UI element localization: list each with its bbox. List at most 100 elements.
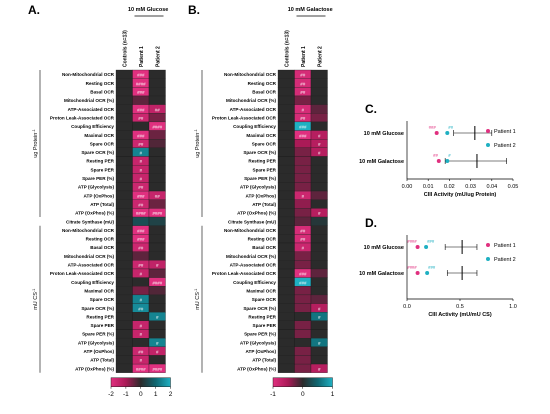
- heatmap-cell: [115, 268, 133, 278]
- heatmap-cell: [132, 216, 150, 226]
- legend-label: Patient 2: [494, 257, 516, 263]
- heatmap-cell: [148, 113, 166, 123]
- significance-label: ####: [152, 211, 162, 216]
- significance-label: #: [156, 263, 159, 268]
- column-header: Controls (n=13): [122, 30, 128, 67]
- scale-tick-label: -1: [270, 391, 276, 398]
- significance-label: ###: [137, 194, 145, 199]
- column-header: Controls (n=13): [284, 30, 290, 67]
- heatmap-cell: [115, 277, 133, 287]
- patient-point: [424, 245, 429, 249]
- heatmap-cell: [310, 242, 328, 252]
- heatmap-cell: [310, 173, 328, 183]
- heatmap-cell: [148, 329, 166, 339]
- heatmap-cell: [310, 121, 328, 131]
- heatmap-cell: [132, 95, 150, 105]
- significance-label: #: [140, 272, 143, 277]
- significance-label: #: [140, 324, 143, 329]
- row-label: Spare PER: [253, 167, 277, 172]
- panel-letter: C.: [365, 102, 377, 116]
- row-label: Maximal OCR: [246, 133, 276, 138]
- heatmap-cell: [310, 294, 328, 304]
- significance-label: #: [140, 151, 143, 156]
- row-label: Non-Mitochondrial OCR: [224, 72, 277, 77]
- significance-label: ####: [152, 367, 162, 372]
- heatmap-cell: [115, 303, 133, 313]
- x-tick-label: 0.02: [444, 184, 455, 190]
- legend-label: Patient 1: [494, 243, 516, 249]
- significance-label: #: [318, 315, 321, 320]
- column-header: Patient 1: [139, 46, 145, 67]
- heatmap-cell: [115, 346, 133, 356]
- heatmap-cell: [115, 182, 133, 192]
- heatmap-cell: [310, 156, 328, 166]
- x-tick-label: 1.0: [509, 304, 517, 310]
- heatmap-cell: [277, 147, 295, 157]
- heatmap-cell: [310, 346, 328, 356]
- row-label: ATP (Total): [90, 202, 114, 207]
- column-header: Patient 2: [317, 46, 323, 67]
- x-tick-label: 0.04: [486, 184, 497, 190]
- heatmap-cell: [148, 173, 166, 183]
- row-label: ATP (Glycolysis): [240, 340, 277, 345]
- row-label: Spare OCR (%): [243, 306, 276, 311]
- heatmap-cell: [277, 363, 295, 373]
- heatmap-cell: [148, 286, 166, 296]
- heatmap-cell: [277, 242, 295, 252]
- row-label: ATP (Glycolysis): [78, 340, 115, 345]
- heatmap-cell: [277, 113, 295, 123]
- significance-label: ##: [300, 116, 305, 121]
- row-label: Spare OCR (%): [81, 306, 114, 311]
- heatmap-cell: [277, 190, 295, 200]
- row-label: Resting PER: [248, 159, 276, 164]
- heatmap-cell: [277, 182, 295, 192]
- row-label: Proton Leak-Associated OCR: [50, 115, 115, 120]
- row-label: Spare OCR: [252, 141, 277, 146]
- heatmap-cell: [277, 268, 295, 278]
- heatmap-cell: [294, 346, 312, 356]
- x-tick-label: 0.00: [402, 184, 413, 190]
- row-label: Non-Mitochondrial OCR: [62, 228, 115, 233]
- heatmap-cell: [115, 320, 133, 330]
- heatmap-cell: [277, 294, 295, 304]
- heatmap-cell: [294, 216, 312, 226]
- significance-label: #: [318, 211, 321, 216]
- condition-title: 10 mM Glucose: [128, 7, 168, 13]
- significance-label: ###: [137, 133, 145, 138]
- heatmap-cell: [294, 312, 312, 322]
- row-label: Coupling Efficiency: [233, 280, 276, 285]
- row-label: Maximal OCR: [84, 133, 114, 138]
- heatmap-cell: [277, 303, 295, 313]
- significance-label: #: [140, 159, 143, 164]
- significance-label: ##: [138, 202, 143, 207]
- heatmap-cell: [148, 363, 166, 373]
- legend-marker: [486, 129, 490, 133]
- significance-label: ##: [155, 107, 160, 112]
- row-label: Spare PER: [253, 323, 277, 328]
- heatmap-cell: [310, 260, 328, 270]
- significance-label: ###: [137, 107, 145, 112]
- category-label: 10 mM Glucose: [364, 245, 404, 251]
- heatmap-cell: [310, 234, 328, 244]
- significance-label: ###: [137, 90, 145, 95]
- heatmap-cell: [294, 208, 312, 218]
- row-label: ATP (OxPhos): [246, 349, 277, 354]
- scale-tick-label: 0: [139, 391, 143, 398]
- row-label: Mitochondrial OCR (%): [226, 254, 276, 259]
- significance-label: #: [318, 151, 321, 156]
- significance-label: ##: [300, 81, 305, 86]
- heatmap-cell: [148, 320, 166, 330]
- row-label: Spare OCR: [252, 297, 277, 302]
- row-label: Spare PER (%): [244, 176, 276, 181]
- heatmap-cell: [277, 320, 295, 330]
- significance-label: #: [318, 142, 321, 147]
- heatmap-cell: [294, 260, 312, 270]
- patient-point: [425, 271, 430, 275]
- heatmap-cell: [115, 69, 133, 79]
- significance-label: #: [318, 306, 321, 311]
- heatmap-cell: [132, 277, 150, 287]
- heatmap-cell: [115, 251, 133, 261]
- significance-label: ###: [137, 73, 145, 78]
- row-label: Resting PER: [248, 314, 276, 319]
- scale-tick-label: 1: [154, 391, 158, 398]
